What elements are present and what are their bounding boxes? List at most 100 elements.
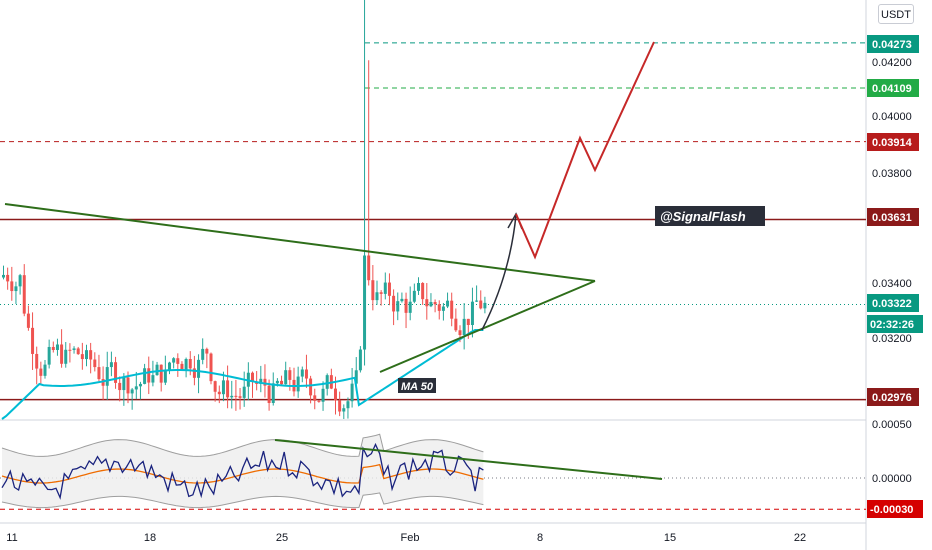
price-marker-tag: 0.03322 [867, 294, 919, 312]
countdown-tag: 02:32:26 [867, 315, 923, 333]
candle-body [371, 280, 375, 301]
candle-body [226, 380, 230, 398]
candle-body [267, 385, 271, 404]
time-tick-label: 11 [6, 532, 17, 544]
candle-body [375, 292, 379, 301]
candle-body [458, 330, 462, 336]
candle-body [197, 359, 201, 378]
candle-body [155, 364, 159, 376]
candle-body [114, 362, 118, 383]
candle-body [483, 302, 487, 309]
candle-body [404, 298, 408, 313]
candle-body [350, 383, 354, 402]
price-tick-label: 0.03400 [872, 278, 912, 290]
candle-body [334, 388, 337, 401]
candle-body [47, 346, 51, 365]
candle-body [412, 290, 416, 302]
candle-body [346, 401, 350, 409]
candle-body [217, 391, 221, 395]
candle-body [68, 349, 72, 351]
candle-body [221, 380, 225, 395]
candle-body [450, 300, 454, 319]
candle-body [163, 369, 167, 383]
candle-body [209, 353, 213, 382]
candle-body [72, 348, 76, 350]
candle-body [159, 364, 163, 383]
candle-body [18, 275, 22, 287]
time-tick-label: 25 [276, 532, 288, 544]
candle-body [251, 372, 254, 382]
candle-body [321, 388, 325, 402]
candle-body [342, 408, 346, 412]
candle-body [479, 300, 483, 309]
price-marker-value: 0.03631 [872, 212, 912, 224]
oscillator-upper-band [1, 433, 484, 457]
candle-body [184, 358, 188, 371]
candle-body [93, 359, 97, 368]
candle-body [358, 349, 362, 371]
price-marker-value: 0.02976 [872, 392, 912, 404]
currency-button[interactable]: USDT [878, 4, 914, 24]
candle-body [105, 367, 109, 386]
candle-body [89, 350, 93, 360]
candle-body [300, 369, 304, 377]
price-marker-tag: 0.03914 [867, 133, 919, 151]
candle-body [441, 306, 445, 311]
ma-label: MA 50 [398, 378, 436, 393]
triangle-lower-line [379, 280, 596, 373]
candle-body [421, 282, 425, 300]
time-tick-label: 22 [794, 532, 806, 544]
price-marker-tag: 0.04109 [867, 79, 919, 97]
price-marker-tag: 0.02976 [867, 388, 919, 406]
candle-body [143, 368, 147, 384]
candle-body [470, 301, 474, 326]
candle-body [313, 395, 317, 401]
price-marker-tag: 0.03631 [867, 208, 919, 226]
ma50-line [1, 329, 484, 420]
oscillator-trendline [274, 439, 663, 480]
candle-body [284, 370, 288, 385]
candle-body [425, 299, 429, 307]
candle-body [238, 396, 242, 398]
candle-body [64, 349, 68, 364]
candle-body [55, 344, 59, 350]
candle-body [363, 255, 367, 350]
countdown-value: 02:32:26 [870, 319, 914, 331]
candle-body [213, 381, 217, 392]
candle-body [387, 282, 391, 296]
price-marker-value: 0.03914 [872, 137, 913, 149]
candle-body [172, 358, 176, 363]
candle-body [338, 400, 342, 412]
candle-body [275, 380, 279, 384]
candle-body [118, 382, 122, 391]
price-marker-value: 0.03322 [872, 298, 912, 310]
candle-body [304, 369, 308, 379]
candle-body [325, 375, 329, 389]
price-tick-label: 0.04000 [872, 111, 912, 123]
triangle-upper-line [4, 203, 596, 282]
candle-body [10, 281, 14, 292]
candle-body [138, 383, 142, 387]
oscillator-tick-label: 0.00000 [872, 473, 912, 485]
oscillator-line [1, 442, 484, 500]
candle-body [383, 282, 387, 294]
oscillator-marker-value: -0.00030 [870, 504, 913, 516]
candle-body [201, 348, 205, 360]
candle-body [168, 362, 171, 370]
candle-body [408, 301, 412, 313]
candle-body [26, 313, 30, 328]
time-tick-label: 18 [144, 532, 156, 544]
candle-body [317, 400, 321, 402]
candle-body [446, 300, 450, 307]
candle-body [134, 386, 138, 390]
breakout-arrow [481, 214, 517, 331]
candle-body [475, 300, 479, 302]
candle-body [188, 358, 192, 369]
candle-body [192, 368, 196, 378]
candle-body [147, 368, 151, 383]
candle-body [39, 368, 43, 376]
candle-body [176, 358, 180, 364]
candle-body [367, 255, 371, 281]
oscillator-signal-line [1, 463, 484, 484]
